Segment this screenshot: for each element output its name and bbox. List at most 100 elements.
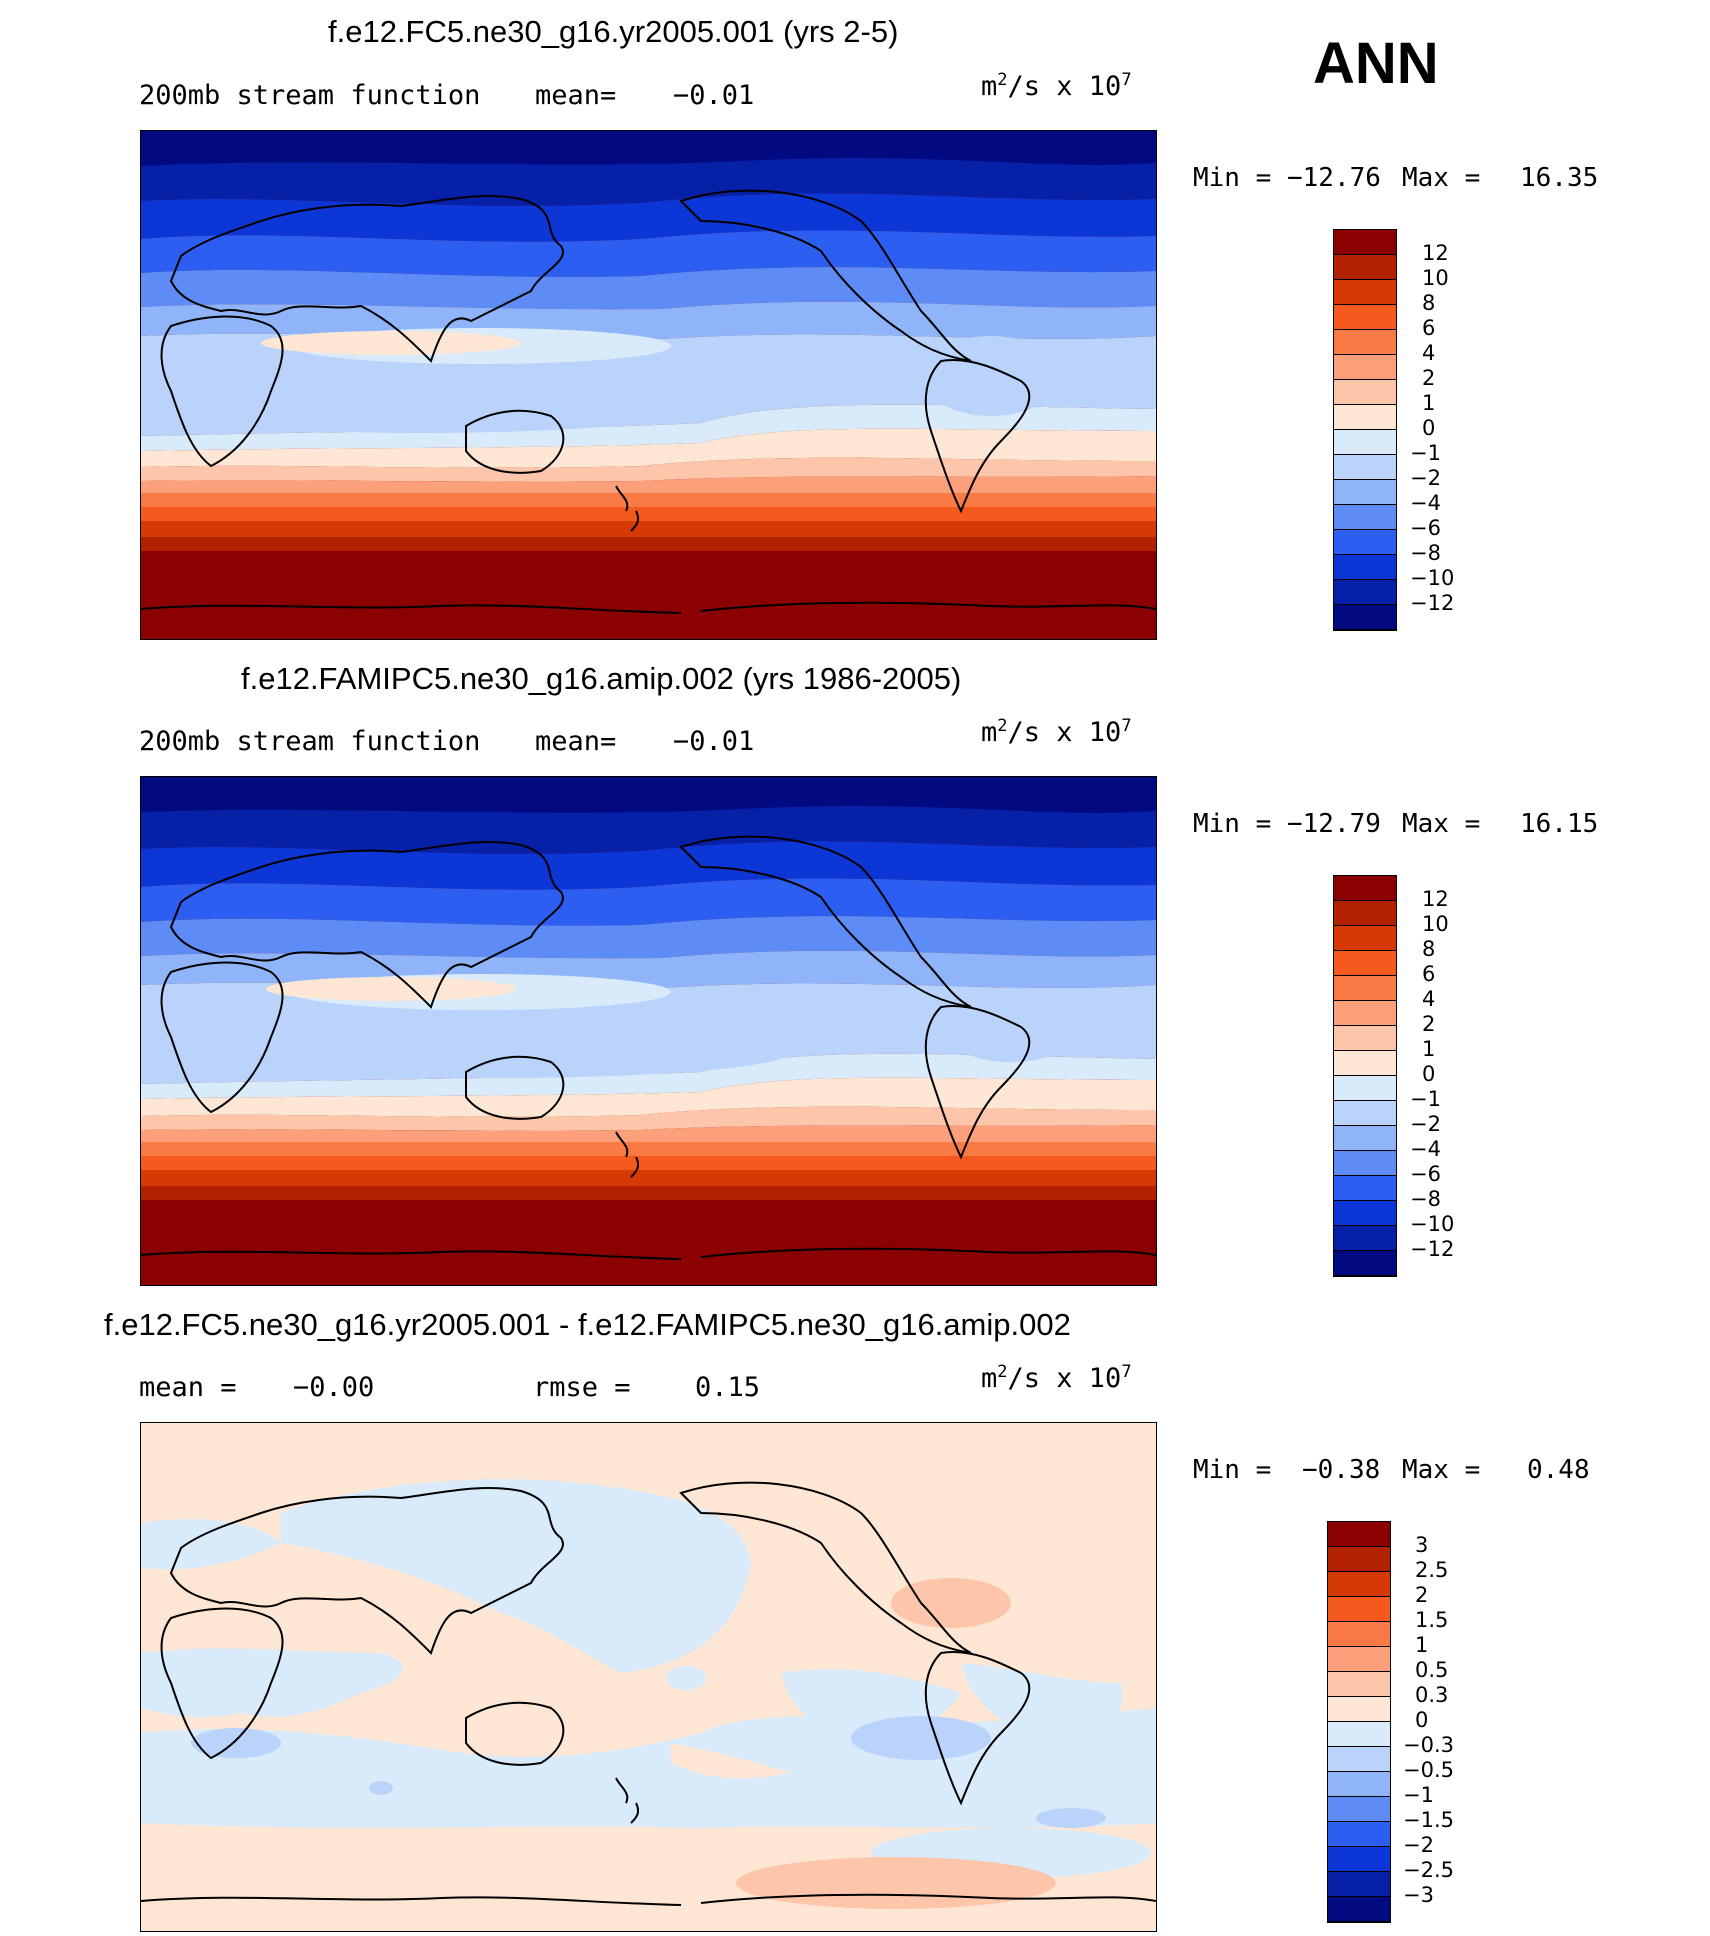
colorbar-tick-label: 3: [1415, 1533, 1429, 1557]
field-plot: [141, 777, 1156, 1285]
colorbar-tick-label: 10: [1422, 912, 1449, 936]
min-value: −12.76: [1287, 163, 1381, 193]
min-value: −12.79: [1287, 809, 1381, 839]
colorbar-swatch: [1334, 1001, 1396, 1026]
max-value: 0.48: [1527, 1455, 1590, 1485]
colorbar-tick-label: 2: [1415, 1583, 1429, 1607]
colorbar-tick-label: −3: [1403, 1883, 1434, 1907]
colorbar-swatch: [1328, 1697, 1390, 1722]
colorbar-tick-label: 4: [1422, 341, 1436, 365]
colorbar-swatch: [1334, 926, 1396, 951]
units-label: m2/s x 107: [981, 1362, 1132, 1394]
colorbar-tick-label: 8: [1422, 937, 1436, 961]
colorbar-swatch: [1328, 1797, 1390, 1822]
units-exp: 7: [1121, 70, 1132, 90]
colorbar-swatch: [1328, 1747, 1390, 1772]
colorbar-tick-label: −8: [1410, 541, 1441, 565]
season-label: ANN: [1313, 31, 1439, 96]
colorbar-tick-label: −2: [1410, 466, 1441, 490]
colorbar-swatch: [1334, 330, 1396, 355]
min-label: Min =: [1193, 809, 1272, 839]
variable-label: 200mb stream function: [139, 80, 481, 111]
mean-label: mean=: [535, 80, 617, 111]
colorbar-tick-label: 1.5: [1415, 1608, 1449, 1632]
min-value: −0.38: [1302, 1455, 1381, 1485]
map-panel-control: [140, 776, 1157, 1286]
colorbar-swatch: [1328, 1672, 1390, 1697]
units-base: m: [981, 1363, 998, 1394]
colorbar-swatch: [1334, 901, 1396, 926]
colorbar-swatch: [1334, 580, 1396, 605]
mean-label: mean=: [535, 726, 617, 757]
variable-label: 200mb stream function: [139, 726, 481, 757]
colorbar: [1333, 229, 1397, 631]
colorbar-swatch: [1328, 1522, 1390, 1547]
colorbar-swatch: [1328, 1622, 1390, 1647]
colorbar-tick-label: −10: [1410, 1212, 1455, 1236]
colorbar-tick-label: 12: [1422, 887, 1449, 911]
min-label: Min =: [1193, 163, 1272, 193]
panel-title: f.e12.FC5.ne30_g16.yr2005.001 - f.e12.FA…: [104, 1307, 1071, 1342]
colorbar-swatch: [1328, 1547, 1390, 1572]
colorbar-swatch: [1334, 951, 1396, 976]
mean-label: mean =: [139, 1372, 237, 1403]
max-label: Max =: [1402, 1455, 1481, 1485]
colorbar-tick-label: 10: [1422, 266, 1449, 290]
colorbar-tick-label: −2: [1403, 1833, 1434, 1857]
mean-value: −0.00: [293, 1372, 375, 1403]
colorbar-swatch: [1334, 876, 1396, 901]
colorbar-tick-label: −12: [1410, 1237, 1455, 1261]
colorbar-swatch: [1334, 1251, 1396, 1276]
units-base: m: [981, 71, 998, 102]
colorbar-tick-label: 4: [1422, 987, 1436, 1011]
map-panel-difference: [140, 1422, 1157, 1932]
max-label: Max =: [1402, 809, 1481, 839]
colorbar-swatch: [1334, 1126, 1396, 1151]
max-value: 16.15: [1520, 809, 1599, 839]
colorbar-tick-label: −8: [1410, 1187, 1441, 1211]
map-panel-test: [140, 130, 1157, 640]
colorbar-swatch: [1334, 1076, 1396, 1101]
colorbar-swatches: [1334, 876, 1396, 1276]
colorbar-tick-label: −0.3: [1403, 1733, 1454, 1757]
colorbar-swatch: [1334, 605, 1396, 630]
colorbar-tick-label: −1: [1403, 1783, 1434, 1807]
colorbar-tick-label: 2.5: [1415, 1558, 1449, 1582]
colorbar-swatches: [1328, 1522, 1390, 1922]
colorbar-swatch: [1334, 976, 1396, 1001]
colorbar-swatch: [1334, 1201, 1396, 1226]
field-plot: [141, 131, 1156, 639]
colorbar-swatch: [1334, 1026, 1396, 1051]
colorbar-tick-label: 6: [1422, 316, 1436, 340]
colorbar-swatch: [1334, 280, 1396, 305]
units-exp: 7: [1121, 1362, 1132, 1382]
colorbar-swatch: [1334, 1226, 1396, 1251]
colorbar-swatch: [1334, 555, 1396, 580]
colorbar-swatch: [1328, 1647, 1390, 1672]
colorbar-swatch: [1328, 1722, 1390, 1747]
colorbar-tick-label: 0: [1422, 416, 1436, 440]
colorbar-swatch: [1334, 1151, 1396, 1176]
colorbar-swatch: [1334, 480, 1396, 505]
colorbar-tick-label: −2: [1410, 1112, 1441, 1136]
colorbar-swatch: [1334, 530, 1396, 555]
colorbar-tick-label: −4: [1410, 1137, 1441, 1161]
colorbar-tick-label: −0.5: [1403, 1758, 1454, 1782]
panel-title: f.e12.FC5.ne30_g16.yr2005.001 (yrs 2-5): [328, 14, 899, 49]
colorbar-tick-label: −6: [1410, 1162, 1441, 1186]
colorbar-swatches: [1334, 230, 1396, 630]
panel-title: f.e12.FAMIPC5.ne30_g16.amip.002 (yrs 198…: [241, 661, 962, 696]
colorbar-tick-label: 6: [1422, 962, 1436, 986]
colorbar: [1327, 1521, 1391, 1923]
colorbar-tick-label: 2: [1422, 366, 1436, 390]
colorbar-swatch: [1334, 405, 1396, 430]
units-mid: /s x 10: [1007, 717, 1122, 748]
colorbar-tick-label: 0.3: [1415, 1683, 1449, 1707]
colorbar-tick-label: 12: [1422, 241, 1449, 265]
colorbar-swatch: [1334, 1101, 1396, 1126]
colorbar-tick-label: 0: [1422, 1062, 1436, 1086]
colorbar-swatch: [1328, 1897, 1390, 1922]
colorbar-tick-label: −2.5: [1403, 1858, 1454, 1882]
units-label: m2/s x 107: [981, 70, 1132, 102]
units-mid: /s x 10: [1007, 1363, 1122, 1394]
